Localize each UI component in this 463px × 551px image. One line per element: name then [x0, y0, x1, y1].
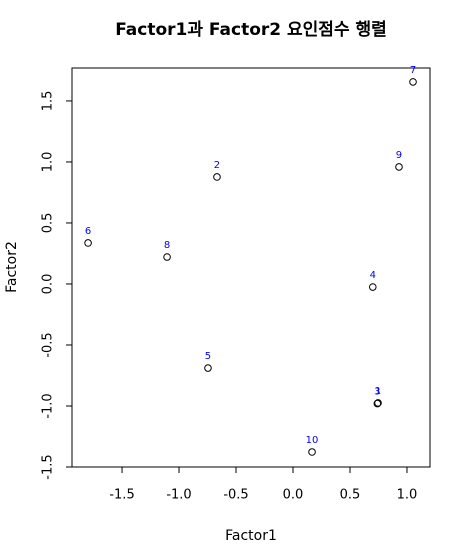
point-label: 8 — [164, 240, 170, 251]
x-tick-label: -1.0 — [166, 488, 191, 503]
point — [374, 399, 382, 407]
y-tick-label: 0.0 — [41, 274, 56, 295]
point — [368, 283, 377, 291]
y-tick-label: -1.5 — [41, 454, 56, 479]
point — [308, 448, 316, 456]
x-tick-label: 1.0 — [397, 488, 418, 503]
point — [409, 78, 417, 86]
plot-frame — [71, 67, 431, 468]
point — [395, 163, 403, 171]
point — [213, 173, 221, 181]
y-tick-label: -0.5 — [41, 332, 56, 357]
point-label: 7 — [410, 65, 416, 76]
point-label: 1 — [375, 386, 381, 397]
point — [84, 239, 92, 247]
x-tick-label: 0.5 — [340, 488, 361, 503]
point — [204, 364, 212, 372]
x-axis-title: Factor1 — [225, 528, 277, 544]
point-label: 2 — [214, 160, 220, 171]
chart-title: Factor1과 Factor2 요인점수 행렬 — [115, 19, 387, 40]
x-tick-label: -0.5 — [223, 488, 248, 503]
point-label: 5 — [205, 351, 211, 362]
point-label: 9 — [396, 150, 402, 161]
y-tick-label: 1.0 — [41, 152, 56, 173]
y-tick-label: -1.0 — [41, 393, 56, 418]
y-axis-title: Factor2 — [4, 241, 20, 293]
point-label: 6 — [85, 226, 91, 237]
y-tick-label: 0.5 — [41, 213, 56, 234]
point — [373, 399, 382, 408]
x-tick-label: -1.5 — [109, 488, 134, 503]
point-label: 10 — [306, 435, 319, 446]
point-label: 3 — [374, 387, 380, 398]
point — [163, 253, 171, 261]
y-tick-label: 1.5 — [41, 91, 56, 112]
point-label: 4 — [370, 270, 376, 281]
x-tick-label: 0.0 — [283, 488, 304, 503]
